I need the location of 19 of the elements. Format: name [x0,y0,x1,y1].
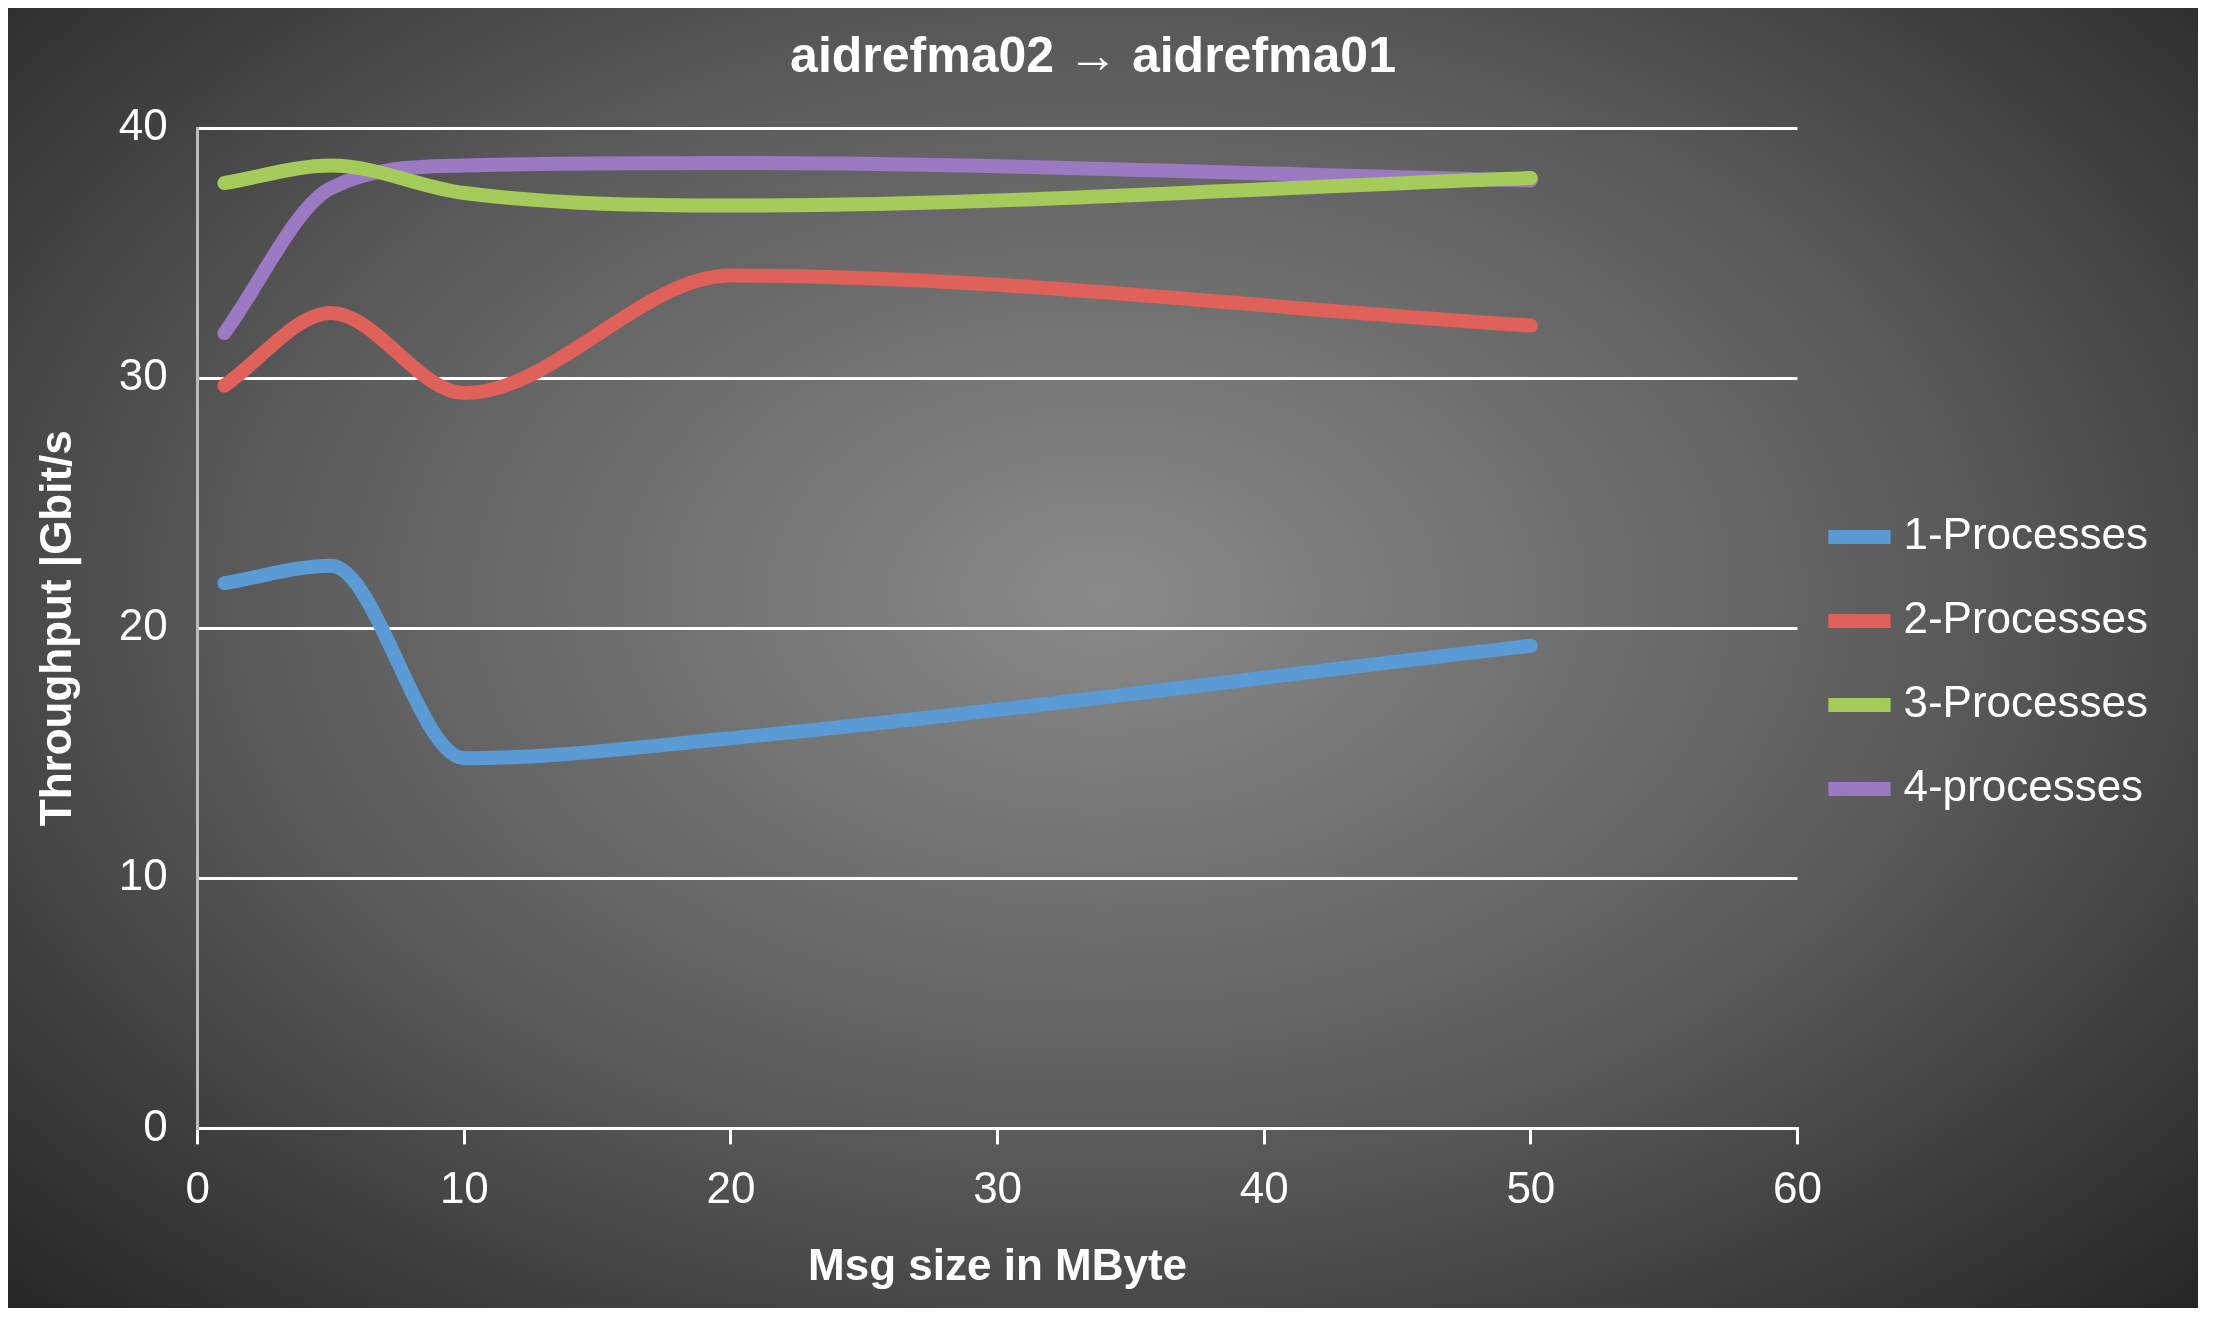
x-tick-label: 20 [706,1162,756,1212]
y-axis-title: Throughput |Gbit/s [30,430,82,827]
y-tick-label: 40 [118,100,168,150]
legend-label: 4-processes [1903,761,2144,811]
legend-label: 3-Processes [1903,677,2149,727]
x-tick-label: 0 [185,1162,210,1212]
x-axis-title: Msg size in MByte [808,1239,1188,1289]
x-tick-label: 30 [973,1162,1023,1212]
x-tick-label: 10 [439,1162,489,1212]
legend-label: 2-Processes [1903,593,2149,643]
y-tick-label: 10 [118,850,168,900]
y-tick-label: 0 [143,1100,168,1150]
chart-title: aidrefma02 → aidrefma01 [790,26,1396,83]
y-tick-label: 20 [118,600,168,650]
x-tick-label: 50 [1506,1162,1556,1212]
x-tick-label: 60 [1772,1162,1822,1212]
legend-label: 1-Processes [1903,509,2149,559]
y-tick-label: 30 [118,350,168,400]
x-tick-label: 40 [1239,1162,1289,1212]
